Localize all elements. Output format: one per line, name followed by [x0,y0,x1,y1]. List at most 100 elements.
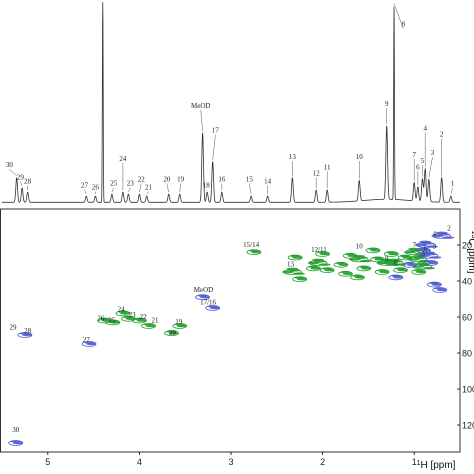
cross-peak-outline [338,270,353,277]
cross-peak-outline [411,269,427,275]
cross-peak-outline [384,260,404,266]
cross-peak-outline [349,256,369,263]
cross-peak-contour [370,249,381,252]
projection-peak-label: 1 [451,180,455,188]
cross-peak [431,231,455,239]
projection-peak-label: 30 [6,161,14,169]
projection-leader-line [428,156,433,178]
hsqc-frame [0,208,461,453]
projection-leader-line [393,3,404,29]
projection-peak-label: 8 [401,20,405,28]
projection-peak-label: 10 [356,153,364,161]
cross-peak-outline [374,269,390,275]
cross-peak-outline [282,269,302,275]
projection-peak-label: 16 [218,176,226,184]
cross-peak-cluster [423,260,439,266]
cross-peak-outline [370,256,385,263]
projection-peak-label: 12 [313,169,321,177]
projection-peak-label: 13 [289,153,297,161]
cross-peak-outline [342,253,358,259]
x-tick-label: 4 [137,457,142,467]
cross-peak-outline [17,332,33,338]
projection-peak-label: 19 [177,176,185,184]
projection-leader-line [84,189,87,195]
projection-peak-label: 18 [203,182,211,190]
cross-peak-cluster [426,281,442,288]
cross-peak-contour [307,261,320,265]
projection-peak-label: 27 [81,182,89,190]
cross-peak-outline [319,267,335,274]
cross-peak-outline [377,260,397,266]
cross-peak-cluster [411,269,427,275]
cross-peak [195,294,211,301]
cross-peak-contour [296,278,307,281]
projection-peak-label: 3 [431,149,435,157]
cross-peak-outline [141,323,156,329]
hsqc-peak-label: 24 [118,306,126,314]
cross-peak-outline [315,251,331,257]
cross-peak [141,323,156,329]
cross-peak [205,305,221,311]
cross-peak-outline [205,305,221,311]
cross-peak [164,330,179,337]
cross-peak [172,323,188,329]
projection-peak-label: 4 [423,125,427,133]
cross-peak-cluster [402,261,418,268]
projection-peak-label: 11 [324,163,331,171]
y-tick-label: 120 [462,421,474,431]
cross-peak-contour [348,258,361,261]
y-tick-label: 20 [462,241,472,251]
projection-leader-line [20,181,23,187]
cross-peak-outline [365,247,381,254]
projection-leader-line [111,187,114,193]
projection-peak-label: 7 [412,151,416,159]
cross-peak-outline [423,260,439,266]
x-tick-label: 2 [320,457,325,467]
hsqc-peak-label: 6 [423,244,427,252]
cross-peak-cluster [397,254,413,261]
hsqc-peak-label: 4 [433,230,437,238]
cross-peak-cluster [388,274,404,281]
hsqc-peak-label: 30 [12,426,20,434]
projection-peak-label: 25 [110,180,118,188]
cross-peak-outline [308,260,328,266]
hsqc-peak-label: 3 [433,243,437,251]
cross-peak-outline [287,254,303,261]
cross-peak-contour [431,283,442,286]
cross-peak-contour [251,251,262,254]
cross-peak-cluster [356,265,372,272]
hsqc-peak-label: 29 [9,324,17,332]
hsqc-peak-label: 27 [83,336,91,344]
cross-peak-cluster [350,274,365,281]
projection-peak-label: 20 [163,176,171,184]
cross-peak-cluster [432,287,448,293]
cross-peak-contour [199,296,210,299]
projection-peak-label: 5 [421,157,425,165]
cross-peak-contour [136,319,147,322]
cross-peak-outline [402,261,418,268]
y-axis-title: 13C [ppm] [466,231,474,274]
cross-peak-cluster [415,247,431,254]
cross-peak-contour [324,269,335,272]
cross-peak-outline [105,319,121,326]
cross-peak-cluster [287,254,303,261]
cross-peak-cluster [333,261,349,268]
cross-peak-outline [8,440,24,446]
hsqc-peak-label: 26 [97,315,105,323]
x-axis-title: 1H [ppm] [417,460,456,472]
cross-peak-outline [415,242,435,248]
cross-peak-contour [414,243,427,247]
cross-peak [115,310,131,317]
cross-peak-outline [246,249,262,256]
projection-peak-label: 2 [440,131,444,139]
y-tick-label: 100 [462,385,474,395]
cross-peak-contour [407,258,420,261]
cross-peak-outline [195,294,211,301]
hsqc-peak-label: 7 [412,241,416,249]
cross-peak-cluster [342,253,358,259]
cross-peak-outline [292,276,308,283]
cross-peak-outline [419,253,439,259]
cross-peak-contour [281,270,294,274]
